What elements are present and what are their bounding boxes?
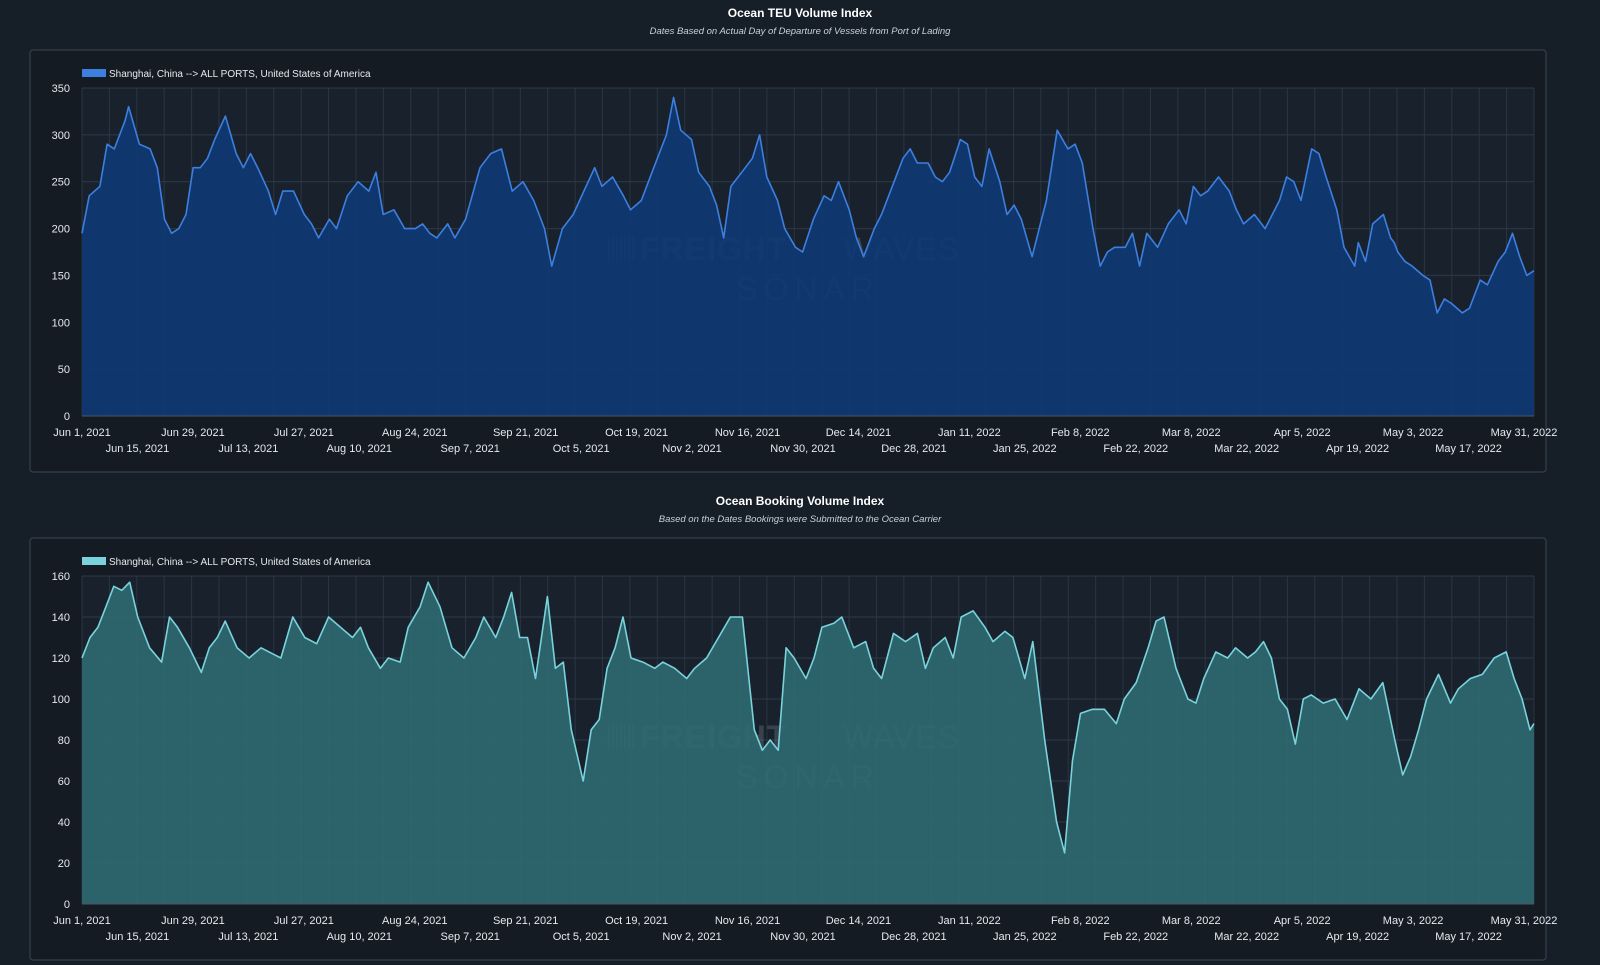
booking-y-tick-label: 20	[58, 858, 70, 870]
teu-series-area	[82, 97, 1534, 417]
booking-x-tick-label: Dec 28, 2021	[881, 931, 946, 943]
teu-x-tick-label: Nov 30, 2021	[770, 443, 835, 455]
teu-y-tick-label: 350	[52, 83, 70, 95]
teu-x-tick-label: Aug 10, 2021	[327, 443, 392, 455]
teu-x-tick-label: Apr 5, 2022	[1274, 427, 1331, 439]
teu-x-tick-label: Oct 5, 2021	[553, 443, 610, 455]
teu-x-tick-label: Sep 7, 2021	[441, 443, 500, 455]
teu-x-tick-label: Feb 22, 2022	[1103, 443, 1168, 455]
booking-x-tick-label: Jun 1, 2021	[53, 915, 111, 927]
booking-y-tick-label: 100	[52, 694, 70, 706]
teu-y-tick-label: 200	[52, 224, 70, 236]
booking-chart: Ocean Booking Volume Index Based on the …	[29, 494, 1558, 961]
booking-x-tick-label: Aug 10, 2021	[327, 931, 392, 943]
teu-x-tick-label: Jun 1, 2021	[53, 427, 111, 439]
teu-x-tick-label: Jul 27, 2021	[274, 427, 334, 439]
booking-x-tick-label: Aug 24, 2021	[382, 915, 447, 927]
teu-y-tick-label: 0	[64, 411, 70, 423]
teu-x-tick-label: Nov 16, 2021	[715, 427, 780, 439]
booking-chart-legend[interactable]: Shanghai, China --> ALL PORTS, United St…	[82, 557, 371, 568]
booking-x-tick-label: Jul 13, 2021	[218, 931, 278, 943]
teu-x-tick-label: Mar 8, 2022	[1162, 427, 1221, 439]
booking-x-tick-label: May 31, 2022	[1491, 915, 1558, 927]
teu-x-tick-label: Jul 13, 2021	[218, 443, 278, 455]
teu-chart-title: Ocean TEU Volume Index	[728, 6, 873, 20]
booking-x-tick-label: Jul 27, 2021	[274, 915, 334, 927]
teu-y-tick-label: 300	[52, 130, 70, 142]
booking-legend-swatch	[82, 557, 106, 565]
teu-y-tick-label: 100	[52, 317, 70, 329]
booking-x-tick-label: Nov 30, 2021	[770, 931, 835, 943]
booking-series-line[interactable]	[81, 581, 1535, 854]
teu-x-tick-label: Aug 24, 2021	[382, 427, 447, 439]
teu-plot-area: 050100150200250300350FREIGHTWAVESSONARJu…	[52, 83, 1558, 455]
booking-x-tick-label: Apr 5, 2022	[1274, 915, 1331, 927]
teu-chart-legend[interactable]: Shanghai, China --> ALL PORTS, United St…	[82, 69, 371, 80]
teu-legend-swatch	[82, 69, 106, 77]
booking-chart-subtitle: Based on the Dates Bookings were Submitt…	[659, 514, 942, 525]
booking-x-tick-label: Feb 22, 2022	[1103, 931, 1168, 943]
teu-x-tick-label: Dec 28, 2021	[881, 443, 946, 455]
booking-x-tick-label: Sep 21, 2021	[493, 915, 558, 927]
teu-x-tick-label: Nov 2, 2021	[662, 443, 721, 455]
teu-x-tick-label: Dec 14, 2021	[826, 427, 891, 439]
teu-y-tick-label: 250	[52, 177, 70, 189]
booking-y-tick-label: 140	[52, 612, 70, 624]
teu-x-tick-label: Mar 22, 2022	[1214, 443, 1279, 455]
teu-chart-subtitle: Dates Based on Actual Day of Departure o…	[650, 26, 952, 37]
teu-x-tick-label: Sep 21, 2021	[493, 427, 558, 439]
booking-legend-label: Shanghai, China --> ALL PORTS, United St…	[109, 557, 371, 568]
teu-x-tick-label: Jun 15, 2021	[106, 443, 170, 455]
booking-x-tick-label: Nov 2, 2021	[662, 931, 721, 943]
booking-x-tick-label: Mar 8, 2022	[1162, 915, 1221, 927]
teu-x-tick-label: May 3, 2022	[1383, 427, 1444, 439]
teu-x-tick-label: Apr 19, 2022	[1326, 443, 1389, 455]
booking-x-tick-label: Oct 5, 2021	[553, 931, 610, 943]
booking-x-tick-label: Feb 8, 2022	[1051, 915, 1110, 927]
teu-series-line[interactable]	[81, 96, 1535, 314]
booking-y-tick-label: 120	[52, 653, 70, 665]
teu-x-tick-label: May 31, 2022	[1491, 427, 1558, 439]
teu-x-tick-label: Jan 25, 2022	[993, 443, 1057, 455]
teu-x-tick-label: Jan 11, 2022	[938, 427, 1001, 439]
teu-chart: Ocean TEU Volume Index Dates Based on Ac…	[29, 6, 1558, 473]
teu-y-tick-label: 150	[52, 270, 70, 282]
booking-x-tick-label: Jan 25, 2022	[993, 931, 1057, 943]
teu-x-tick-label: Feb 8, 2022	[1051, 427, 1110, 439]
booking-x-tick-label: Apr 19, 2022	[1326, 931, 1389, 943]
booking-y-tick-label: 60	[58, 776, 70, 788]
booking-x-tick-label: Jan 11, 2022	[938, 915, 1001, 927]
teu-legend-label: Shanghai, China --> ALL PORTS, United St…	[109, 69, 371, 80]
booking-x-tick-label: May 3, 2022	[1383, 915, 1444, 927]
teu-x-tick-label: Oct 19, 2021	[605, 427, 668, 439]
booking-series-area	[82, 582, 1534, 904]
booking-chart-title: Ocean Booking Volume Index	[716, 494, 885, 508]
teu-y-tick-label: 50	[58, 364, 70, 376]
booking-x-tick-label: Dec 14, 2021	[826, 915, 891, 927]
booking-plot-area: 020406080100120140160FREIGHTWAVESSONARJu…	[52, 571, 1558, 943]
booking-y-tick-label: 40	[58, 817, 70, 829]
booking-x-tick-label: Mar 22, 2022	[1214, 931, 1279, 943]
teu-x-tick-label: May 17, 2022	[1435, 443, 1502, 455]
booking-y-tick-label: 80	[58, 735, 70, 747]
booking-x-tick-label: May 17, 2022	[1435, 931, 1502, 943]
booking-x-tick-label: Sep 7, 2021	[441, 931, 500, 943]
booking-x-tick-label: Oct 19, 2021	[605, 915, 668, 927]
teu-x-tick-label: Jun 29, 2021	[161, 427, 225, 439]
booking-x-tick-label: Nov 16, 2021	[715, 915, 780, 927]
booking-x-tick-label: Jun 15, 2021	[106, 931, 170, 943]
booking-x-tick-label: Jun 29, 2021	[161, 915, 225, 927]
booking-y-tick-label: 160	[52, 571, 70, 583]
booking-y-tick-label: 0	[64, 899, 70, 911]
